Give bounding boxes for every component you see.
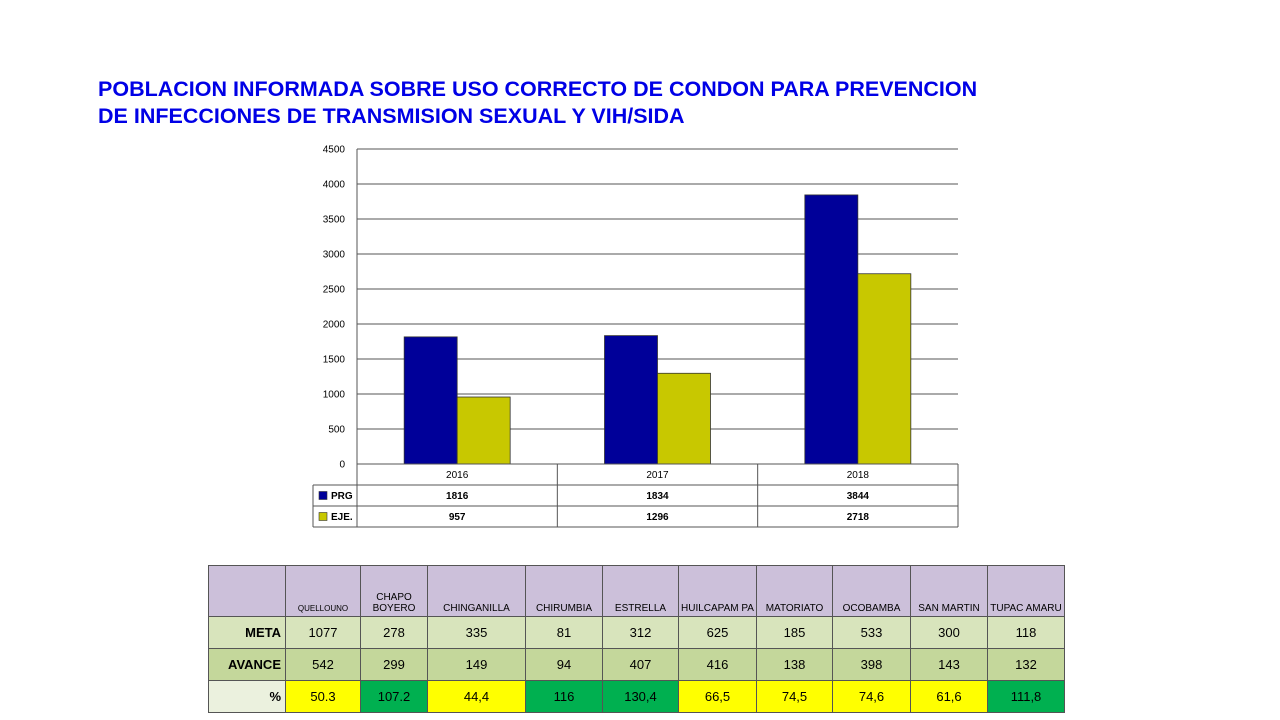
percent-cell: 66,5	[678, 680, 757, 713]
percent-cell: 130,4	[602, 680, 679, 713]
data-table-value: 2718	[847, 512, 870, 523]
district-header-row: QUELLOUNO CHAPO BOYERO CHINGANILLA CHIRU…	[208, 565, 1065, 617]
percent-cell: 116	[525, 680, 603, 713]
page-title-line-1: POBLACION INFORMADA SOBRE USO CORRECTO D…	[98, 77, 978, 101]
table-cell: 416	[678, 648, 757, 681]
legend-swatch	[318, 491, 328, 500]
table-cell: 143	[910, 648, 988, 681]
table-cell: 625	[678, 616, 757, 649]
header-district: CHAPO BOYERO	[360, 565, 428, 617]
bar-prg	[804, 194, 859, 465]
header-district: SAN MARTIN	[910, 565, 988, 617]
table-cell: 94	[525, 648, 603, 681]
table-cell: 407	[602, 648, 679, 681]
header-district: TUPAC AMARU	[987, 565, 1065, 617]
table-cell: 278	[360, 616, 428, 649]
percent-cell: 107.2	[360, 680, 428, 713]
header-district: QUELLOUNO	[285, 565, 361, 617]
y-tick-label: 4000	[323, 180, 346, 191]
data-table-value: 957	[449, 512, 466, 523]
percent-cell: 50.3	[285, 680, 361, 713]
y-tick-label: 1000	[323, 390, 346, 401]
district-table: QUELLOUNO CHAPO BOYERO CHINGANILLA CHIRU…	[208, 565, 1065, 713]
percent-cell: 74,6	[832, 680, 911, 713]
table-cell: 185	[756, 616, 833, 649]
header-district: ESTRELLA	[602, 565, 679, 617]
y-tick-label: 2000	[323, 320, 346, 331]
bar-eje	[657, 372, 711, 465]
row-label: %	[208, 680, 286, 713]
table-cell: 132	[987, 648, 1065, 681]
table-cell: 299	[360, 648, 428, 681]
table-cell: 138	[756, 648, 833, 681]
y-tick-label: 4500	[323, 145, 346, 156]
legend-label: EJE.	[331, 512, 353, 523]
y-tick-label: 1500	[323, 355, 346, 366]
avance-row: AVANCE 542 299 149 94 407 416 138 398 14…	[208, 648, 1065, 681]
header-district: MATORIATO	[756, 565, 833, 617]
page-title-line-2: DE INFECCIONES DE TRANSMISION SEXUAL Y V…	[98, 104, 685, 128]
table-cell: 81	[525, 616, 603, 649]
x-category-label: 2016	[446, 470, 469, 481]
table-cell: 335	[427, 616, 526, 649]
x-category-label: 2018	[847, 470, 870, 481]
percent-cell: 44,4	[427, 680, 526, 713]
table-cell: 542	[285, 648, 361, 681]
y-tick-label: 3000	[323, 250, 346, 261]
data-table-value: 3844	[847, 491, 870, 502]
table-cell: 300	[910, 616, 988, 649]
percent-cell: 111,8	[987, 680, 1065, 713]
table-cell: 533	[832, 616, 911, 649]
header-district: HUILCAPAM PA	[678, 565, 757, 617]
y-tick-label: 500	[328, 425, 345, 436]
row-label: AVANCE	[208, 648, 286, 681]
data-table-value: 1834	[646, 491, 669, 502]
percent-cell: 74,5	[756, 680, 833, 713]
table-cell: 1077	[285, 616, 361, 649]
data-table-value: 1816	[446, 491, 469, 502]
x-category-label: 2017	[646, 470, 669, 481]
header-district: CHIRUMBIA	[525, 565, 603, 617]
percent-row: % 50.3 107.2 44,4 116 130,4 66,5 74,5 74…	[208, 680, 1065, 713]
y-tick-label: 2500	[323, 285, 346, 296]
header-corner	[208, 565, 286, 617]
percent-cell: 61,6	[910, 680, 988, 713]
meta-row: META 1077 278 335 81 312 625 185 533 300…	[208, 616, 1065, 649]
header-district: OCOBAMBA	[832, 565, 911, 617]
header-district: CHINGANILLA	[427, 565, 526, 617]
table-cell: 312	[602, 616, 679, 649]
bar-eje	[857, 273, 912, 465]
table-cell: 398	[832, 648, 911, 681]
table-cell: 149	[427, 648, 526, 681]
legend-swatch	[318, 512, 328, 521]
bar-prg	[604, 335, 658, 465]
y-tick-label: 0	[339, 460, 345, 471]
bar-chart: 0 500 1000 1500 2000 2500 3000 3500 4000 4500 2016…	[312, 145, 959, 528]
data-table-value: 1296	[646, 512, 669, 523]
bar-eje	[456, 396, 511, 465]
bar-prg	[403, 336, 458, 465]
legend-label: PRG	[331, 491, 353, 502]
page-title: POBLACION INFORMADA SOBRE USO CORRECTO D…	[98, 76, 1218, 130]
row-label: META	[208, 616, 286, 649]
table-cell: 118	[987, 616, 1065, 649]
y-tick-label: 3500	[323, 215, 346, 226]
